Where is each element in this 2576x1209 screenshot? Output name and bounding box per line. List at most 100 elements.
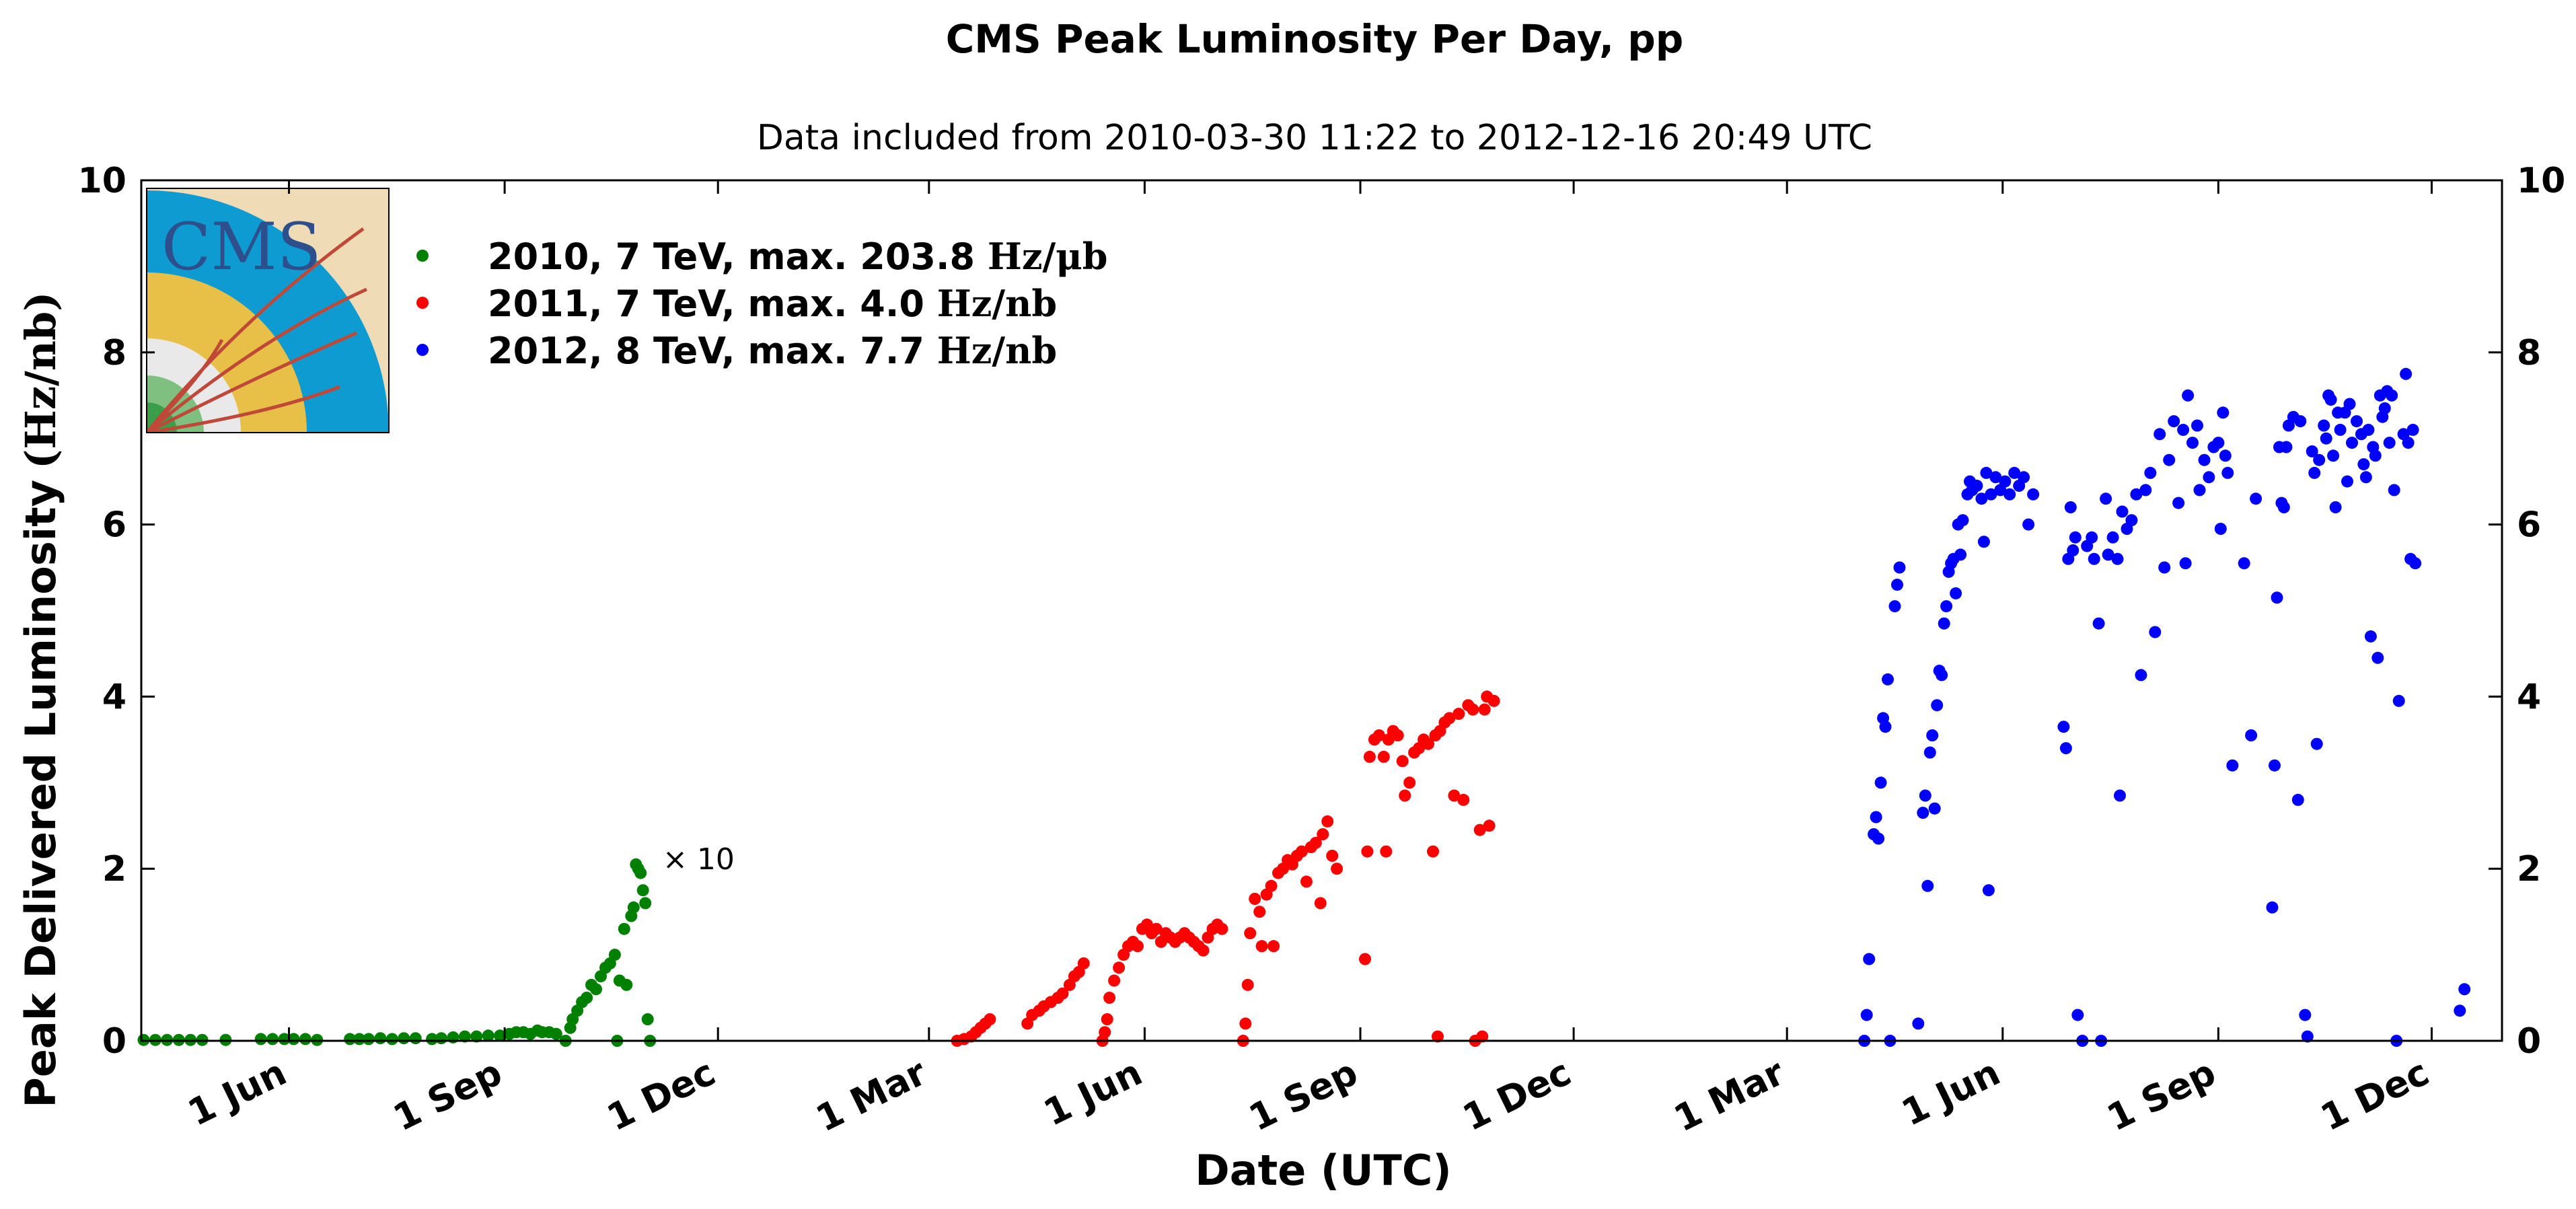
data-point-3 — [1917, 807, 1929, 819]
data-point-1 — [641, 1013, 654, 1025]
legend-series-name: 2012, 8 TeV, max. 7.7 — [488, 330, 937, 372]
chart-subtitle: Data included from 2010-03-30 11:22 to 2… — [757, 118, 1872, 158]
legend-series-unit: Hz/nb — [937, 329, 1057, 372]
data-point-2 — [1314, 897, 1327, 910]
data-point-3 — [2177, 423, 2190, 436]
data-point-2 — [1300, 875, 1313, 888]
data-point-3 — [2250, 492, 2262, 505]
data-point-1 — [287, 1033, 300, 1046]
data-point-3 — [2130, 488, 2143, 501]
x-axis-label: Date (UTC) — [1195, 1146, 1451, 1195]
data-point-2 — [1452, 708, 1465, 720]
data-point-2 — [1103, 992, 1116, 1004]
data-point-3 — [2271, 591, 2283, 604]
data-point-3 — [1926, 729, 1939, 741]
data-point-2 — [1361, 845, 1374, 858]
data-point-1 — [620, 978, 633, 991]
cms-detector-icon — [147, 188, 389, 433]
data-point-3 — [1888, 600, 1901, 613]
data-point-3 — [2111, 552, 2124, 565]
data-point-3 — [2214, 523, 2227, 535]
data-point-2 — [1249, 893, 1261, 905]
y-tick-label-left: 0 — [102, 1021, 126, 1062]
legend-series-unit: Hz/nb — [937, 282, 1057, 325]
data-point-2 — [1321, 815, 1334, 828]
data-point-3 — [2392, 694, 2405, 707]
data-point-3 — [1872, 832, 1885, 845]
data-point-2 — [1077, 957, 1090, 969]
data-point-3 — [2219, 449, 2232, 462]
data-point-3 — [2327, 449, 2340, 462]
data-point-1 — [374, 1032, 387, 1045]
data-point-3 — [2362, 423, 2375, 436]
scale-annotation: × 10 — [663, 842, 735, 877]
legend-label-1: 2010, 7 TeV, max. 203.8 Hz/μb — [488, 235, 1108, 278]
data-point-1 — [409, 1032, 422, 1045]
data-point-3 — [2203, 471, 2215, 484]
data-point-1 — [634, 867, 647, 879]
data-point-3 — [1891, 579, 1903, 591]
data-marks — [137, 367, 2471, 1047]
data-point-3 — [2071, 1009, 2084, 1021]
data-point-3 — [2369, 449, 2382, 462]
x-tick-label: 1 Mar — [809, 1051, 933, 1140]
data-point-1 — [344, 1033, 357, 1046]
y-tick-label-right: 8 — [2517, 333, 2541, 373]
data-point-1 — [353, 1033, 366, 1046]
data-point-3 — [2008, 466, 2021, 479]
data-point-3 — [2022, 518, 2035, 531]
data-point-3 — [2149, 626, 2162, 638]
data-point-1 — [435, 1032, 447, 1045]
data-point-3 — [2388, 484, 2400, 497]
data-point-3 — [1879, 721, 1892, 733]
data-point-3 — [2100, 492, 2112, 505]
data-point-2 — [1380, 845, 1393, 858]
data-point-1 — [458, 1030, 471, 1043]
x-tick-label: 1 Jun — [1895, 1051, 2006, 1134]
data-point-2 — [1244, 927, 1257, 940]
x-tick-label: 1 Sep — [2100, 1051, 2222, 1139]
data-point-3 — [2351, 415, 2363, 428]
axes: 0 0 2 2 4 4 6 6 8 8 10 10 1 Jun 1 Sep 1 Dec 1 Mar 1 Jun 1… — [78, 161, 2566, 1140]
data-point-3 — [2269, 759, 2281, 772]
y-tick-label-left: 6 — [102, 505, 126, 546]
data-point-2 — [1295, 845, 1308, 858]
data-point-1 — [590, 983, 602, 996]
data-point-3 — [2212, 437, 2225, 449]
x-tick-label: 1 Sep — [387, 1051, 509, 1139]
data-point-1 — [426, 1033, 439, 1046]
y-tick-label-right: 2 — [2517, 849, 2541, 889]
data-point-1 — [618, 922, 630, 935]
data-point-3 — [2346, 437, 2358, 449]
data-point-3 — [2179, 557, 2192, 570]
data-point-2 — [1113, 961, 1126, 974]
data-point-3 — [2280, 441, 2293, 453]
y-tick-label-left: 8 — [102, 333, 126, 373]
data-point-3 — [2182, 389, 2195, 402]
legend-series-name: 2011, 7 TeV, max. 4.0 — [488, 283, 937, 325]
legend-marker-1 — [416, 250, 429, 262]
data-point-2 — [1443, 712, 1456, 725]
data-point-2 — [1216, 922, 1228, 935]
data-point-3 — [2386, 389, 2398, 402]
data-point-2 — [1132, 940, 1144, 953]
data-point-1 — [636, 884, 649, 897]
cms-logo-text: CMS — [161, 209, 322, 285]
data-point-1 — [266, 1033, 279, 1046]
data-point-2 — [1317, 828, 1329, 840]
data-point-3 — [2135, 669, 2147, 682]
data-point-3 — [2116, 505, 2129, 518]
data-point-3 — [2402, 437, 2415, 449]
data-point-2 — [1476, 1030, 1489, 1043]
legend-series-name: 2010, 7 TeV, max. 203.8 — [488, 235, 988, 278]
data-point-3 — [2299, 1009, 2312, 1021]
data-point-1 — [398, 1032, 410, 1045]
data-point-3 — [1893, 561, 1906, 574]
data-point-2 — [1241, 978, 1254, 991]
data-point-3 — [2334, 423, 2347, 436]
data-point-3 — [1936, 669, 1948, 682]
data-point-2 — [1399, 789, 1411, 802]
data-point-3 — [1874, 776, 1887, 789]
data-point-2 — [1403, 776, 1416, 789]
data-point-3 — [2406, 423, 2419, 436]
